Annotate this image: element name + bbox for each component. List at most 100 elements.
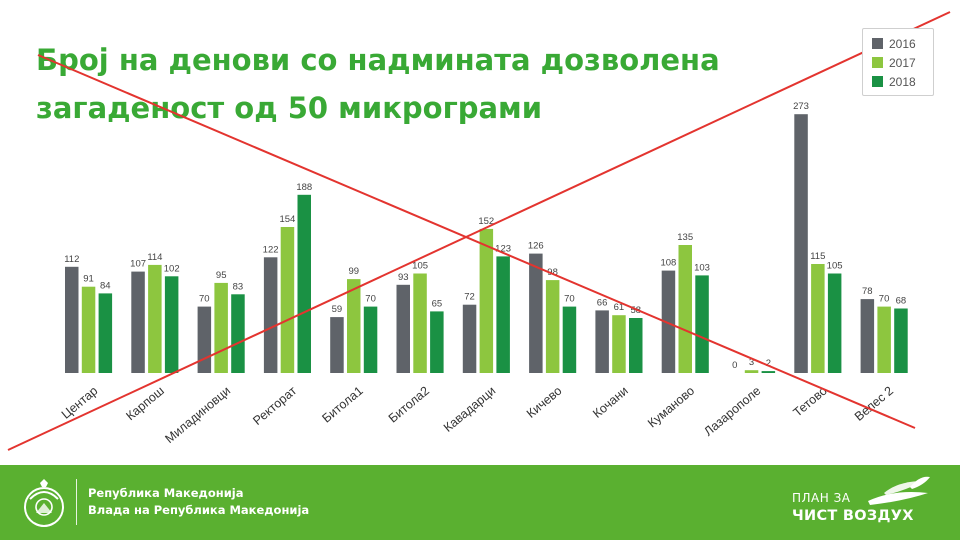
legend-item-2018: 2018 [872,72,933,91]
data-label-битола1-2018: 70 [365,294,376,305]
chart-title: Број на денови со надмината дозволена за… [36,36,796,132]
bar-тетово-2016 [794,114,808,373]
legend-item-2016: 2016 [872,34,933,53]
data-label-кочани-2018: 58 [631,305,642,316]
data-label-ректорат-2017: 154 [279,214,295,225]
data-label-куманово-2016: 108 [660,258,676,269]
data-label-кичево-2018: 70 [564,294,575,305]
tick-label-ректорат: Ректорат [250,383,299,427]
data-label-битола2-2018: 65 [432,298,443,309]
bar-битола1-2018 [363,306,378,373]
bar-миладиновци-2016 [197,306,212,373]
bars-layer [65,114,908,373]
bar-кавадарци-2017 [479,228,494,373]
bar-куманово-2017 [678,245,692,373]
bar-битола2-2016 [396,284,410,373]
tick-label-кавадарци: Кавадарци [441,384,498,435]
bar-битола2-2017 [413,273,427,373]
tick-label-кочани: Кочани [590,384,631,421]
bar-центар-2018 [98,293,113,373]
legend-swatch-2017 [872,57,883,68]
data-label-миладиновци-2018: 83 [233,281,244,292]
bar-лазарополе-2018 [761,371,776,373]
bar-битола1-2017 [347,279,361,373]
data-label-карпош-2018: 102 [164,263,180,274]
plan-label-top: ПЛАН ЗА [792,491,851,505]
data-label-миладиновци-2016: 70 [199,294,210,305]
bar-ректорат-2016 [263,257,278,373]
government-text: Република Македонија Влада на Република … [88,485,309,519]
chart-title-line-2: загаденост од 50 микрограми [36,91,543,125]
legend-label-2017: 2017 [889,55,916,70]
data-label-лазарополе-2018: 2 [766,358,771,369]
bar-тетово-2017 [811,264,825,373]
data-label-велес-2-2017: 70 [879,294,890,305]
clean-air-plan-logo: ПЛАН ЗА ЧИСТ ВОЗДУХ [782,475,942,533]
data-label-битола1-2017: 99 [349,266,360,277]
bar-chart: 1129184107114102709583122154188599970931… [7,11,951,451]
data-label-карпош-2016: 107 [130,259,146,270]
data-label-центар-2016: 112 [64,254,79,265]
plan-label-bottom: ЧИСТ ВОЗДУХ [792,508,914,524]
tick-label-лазарополе: Лазарополе [701,384,763,439]
data-label-битола1-2016: 59 [332,304,343,315]
data-label-миладиновци-2017: 95 [216,270,227,281]
bar-карпош-2017 [148,264,162,373]
bar-куманово-2016 [661,270,676,373]
bar-велес-2-2018 [894,308,908,373]
bar-битола1-2016 [330,317,344,373]
bar-ректорат-2018 [297,194,311,373]
bar-центар-2016 [65,266,79,373]
data-label-битола2-2017: 105 [412,261,428,272]
cross-line-1 [7,11,951,451]
data-label-карпош-2017: 114 [147,252,162,263]
data-label-битола2-2016: 93 [398,272,409,283]
red-cross-overlay [7,11,951,451]
data-label-кавадарци-2018: 123 [495,243,511,254]
data-label-ректорат-2016: 122 [263,244,279,255]
bar-куманово-2018 [695,275,709,373]
data-label-центар-2018: 84 [100,280,111,291]
data-label-кочани-2016: 66 [597,297,608,308]
data-label-велес-2-2016: 78 [862,286,873,297]
bar-кичево-2016 [529,253,543,373]
bar-кочани-2018 [629,318,643,373]
bar-велес-2-2016 [860,299,875,373]
tick-label-битола2: Битола2 [386,384,432,426]
data-label-кавадарци-2016: 72 [464,292,475,303]
gov-line-2: Влада на Република Македонија [88,503,310,517]
bar-миладиновци-2017 [214,282,228,373]
bar-велес-2-2017 [877,306,891,373]
chart-legend: 2016 2017 2018 [862,28,934,96]
bar-тетово-2018 [827,273,842,373]
bar-кичево-2017 [545,280,560,373]
legend-item-2017: 2017 [872,53,933,72]
bar-карпош-2018 [164,276,179,373]
cross-line-2 [37,54,916,429]
bar-кичево-2018 [562,306,577,373]
data-label-центар-2017: 91 [83,274,94,285]
bar-ректорат-2017 [280,227,295,373]
legend-label-2016: 2016 [889,36,916,51]
bar-кочани-2017 [612,315,626,373]
bar-битола2-2018 [430,311,444,373]
data-label-ректорат-2018: 188 [296,182,312,193]
data-label-лазарополе-2017: 3 [749,357,754,368]
bar-лазарополе-2017 [744,370,759,373]
data-label-кавадарци-2017: 152 [478,216,494,227]
labels-layer: 1129184107114102709583122154188599970931… [64,101,906,371]
leaf-icon [868,476,930,505]
coat-of-arms-icon [24,479,64,527]
footer-divider [76,479,77,525]
data-label-лазарополе-2016: 0 [732,360,737,371]
data-label-куманово-2017: 135 [677,232,693,243]
tick-label-миладиновци: Миладиновци [162,384,233,447]
bar-кавадарци-2018 [496,256,510,373]
data-label-тетово-2018: 105 [827,261,843,272]
data-label-кичево-2017: 98 [547,267,558,278]
tick-label-кичево: Кичево [524,384,565,421]
data-label-куманово-2018: 103 [694,262,710,273]
bar-миладиновци-2018 [231,294,245,373]
data-label-кичево-2016: 126 [528,241,544,252]
